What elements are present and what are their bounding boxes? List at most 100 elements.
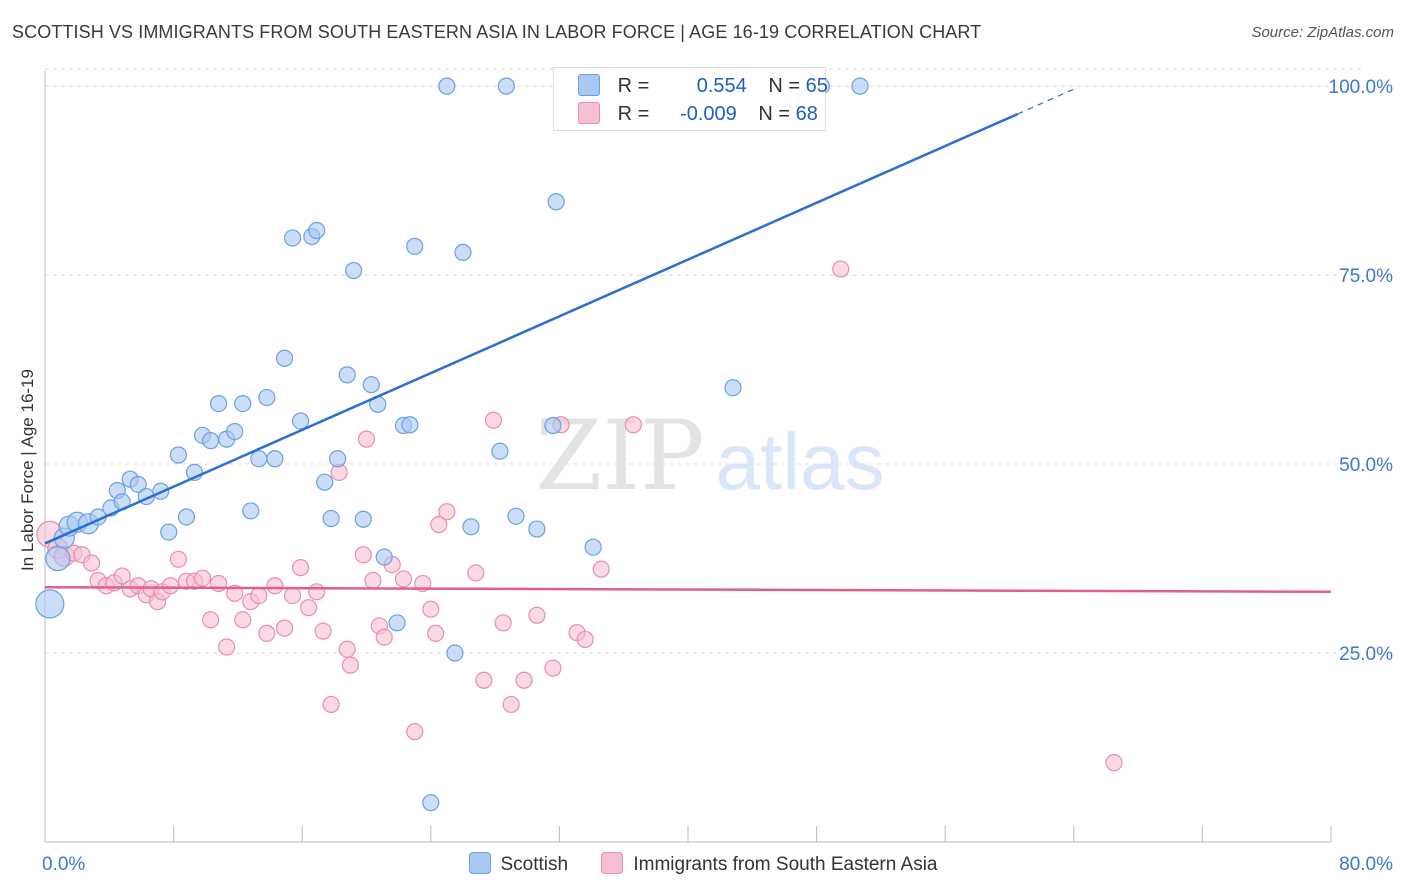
immigrants-point-44 [375,628,393,646]
scottish-point-49 [462,518,480,536]
immigrants-point-24 [226,584,244,602]
immigrants-point-42 [364,571,382,590]
immigrants-point-16 [161,577,179,595]
scottish-point-51 [491,442,509,460]
immigrants-point-41 [357,430,376,448]
scottish-point-55 [544,416,562,435]
scottish-point-33 [316,473,334,491]
legend-swatch-blue [578,74,600,96]
immigrants-point-33 [300,599,318,617]
immigrants-point-39 [341,656,360,674]
scottish-point-20 [210,394,228,413]
legend-item-immigrants: Immigrants from South Eastern Asia [601,852,938,876]
scottish-point-1 [45,545,71,572]
immigrants-point-50 [427,624,445,642]
scottish-point-15 [169,446,188,464]
scottish-point-32 [308,221,326,240]
scottish-point-22 [226,422,244,441]
scottish-point-0 [35,589,65,619]
scottish-point-46 [422,794,440,812]
immigrants-point-60 [544,659,562,677]
scottish-point-25 [250,450,268,468]
immigrants-point-47 [406,723,424,741]
x-tick-label-1: 80.0% [1339,854,1393,875]
legend-r-value: 0.554 [696,75,747,97]
immigrants-point-56 [494,614,512,632]
grid [45,68,1365,654]
legend-r-label: R = [617,103,650,125]
immigrants-point-32 [291,559,310,577]
series-legend: Scottish Immigrants from South Eastern A… [0,852,1406,876]
immigrants-point-58 [515,671,533,689]
scottish-point-26 [258,388,276,407]
legend-row-scottish: R = 0.554 N = 65 [578,74,828,98]
immigrants-point-21 [201,611,220,629]
scottish-point-23 [234,394,252,413]
scottish-point-54 [528,520,546,538]
scottish-point-52 [497,77,515,95]
legend-label-scottish: Scottish [500,854,569,875]
immigrants-point-51 [430,515,448,534]
scottish-point-48 [446,644,464,662]
legend-item-scottish: Scottish [468,852,569,876]
scottish-point-38 [354,510,372,528]
scottish-point-42 [388,614,406,632]
scottish-point-14 [160,523,178,541]
scottish-point-24 [242,502,260,520]
scottish-point-56 [547,193,565,211]
scottish-point-47 [438,77,456,95]
chart-source: Source: ZipAtlas.com [1251,24,1394,41]
scottish-point-16 [177,508,196,526]
immigrants-point-38 [338,640,356,658]
y-tick-label-1: 50.0% [1339,455,1393,476]
scottish-point-50 [454,243,472,262]
legend-r-label: R = [617,75,650,97]
immigrants-point-29 [266,577,284,595]
immigrants-point-20 [193,569,212,587]
immigrants-point-53 [467,564,485,582]
scottish-trend-line [44,112,1019,545]
immigrants-point-9 [113,567,131,585]
chart-title: SCOTTISH VS IMMIGRANTS FROM SOUTH EASTER… [12,22,982,42]
legend-n-label: N = [768,75,801,97]
scottish-point-30 [291,412,310,430]
immigrants-point-31 [283,586,302,605]
immigrants-point-67 [1105,754,1123,772]
legend-row-immigrants: R = -0.009 N = 68 [578,102,818,126]
immigrants-point-5 [83,554,101,572]
scottish-trend-extension [1017,88,1075,115]
immigrants-point-27 [250,586,268,605]
scottish-point-11 [129,475,147,494]
scottish-point-37 [345,261,363,280]
immigrants-point-64 [592,560,610,578]
immigrants-point-23 [218,638,236,656]
immigrants-point-30 [275,619,294,637]
immigrants-point-35 [314,622,332,640]
legend-n-value: 65 [805,75,828,97]
legend-label-immigrants: Immigrants from South Eastern Asia [633,854,938,875]
scottish-point-39 [362,376,380,394]
watermark-atlas: atlas [716,417,885,506]
y-tick-label-2: 75.0% [1339,266,1393,287]
scottish-point-36 [338,366,356,384]
scottish-point-63 [851,77,869,95]
immigrants-point-52 [438,503,456,521]
y-tick-label-0: 25.0% [1339,644,1393,665]
scottish-point-29 [283,229,302,247]
immigrants-point-28 [258,624,276,642]
immigrants-point-46 [394,570,413,588]
scottish-point-57 [584,538,602,556]
immigrants-point-17 [169,550,188,568]
scottish-point-44 [401,416,419,434]
scottish-point-41 [375,548,393,566]
immigrants-point-34 [308,583,326,601]
immigrants-point-49 [422,600,440,618]
immigrants-point-36 [322,695,340,714]
immigrants-point-66 [832,260,850,278]
immigrants-point-59 [528,606,546,624]
watermark: ZIP atlas [535,400,884,512]
immigrants-point-63 [576,630,594,649]
scottish-point-61 [724,379,742,397]
correlation-legend: R = 0.554 N = 65 R = -0.009 N = 68 [553,67,828,131]
